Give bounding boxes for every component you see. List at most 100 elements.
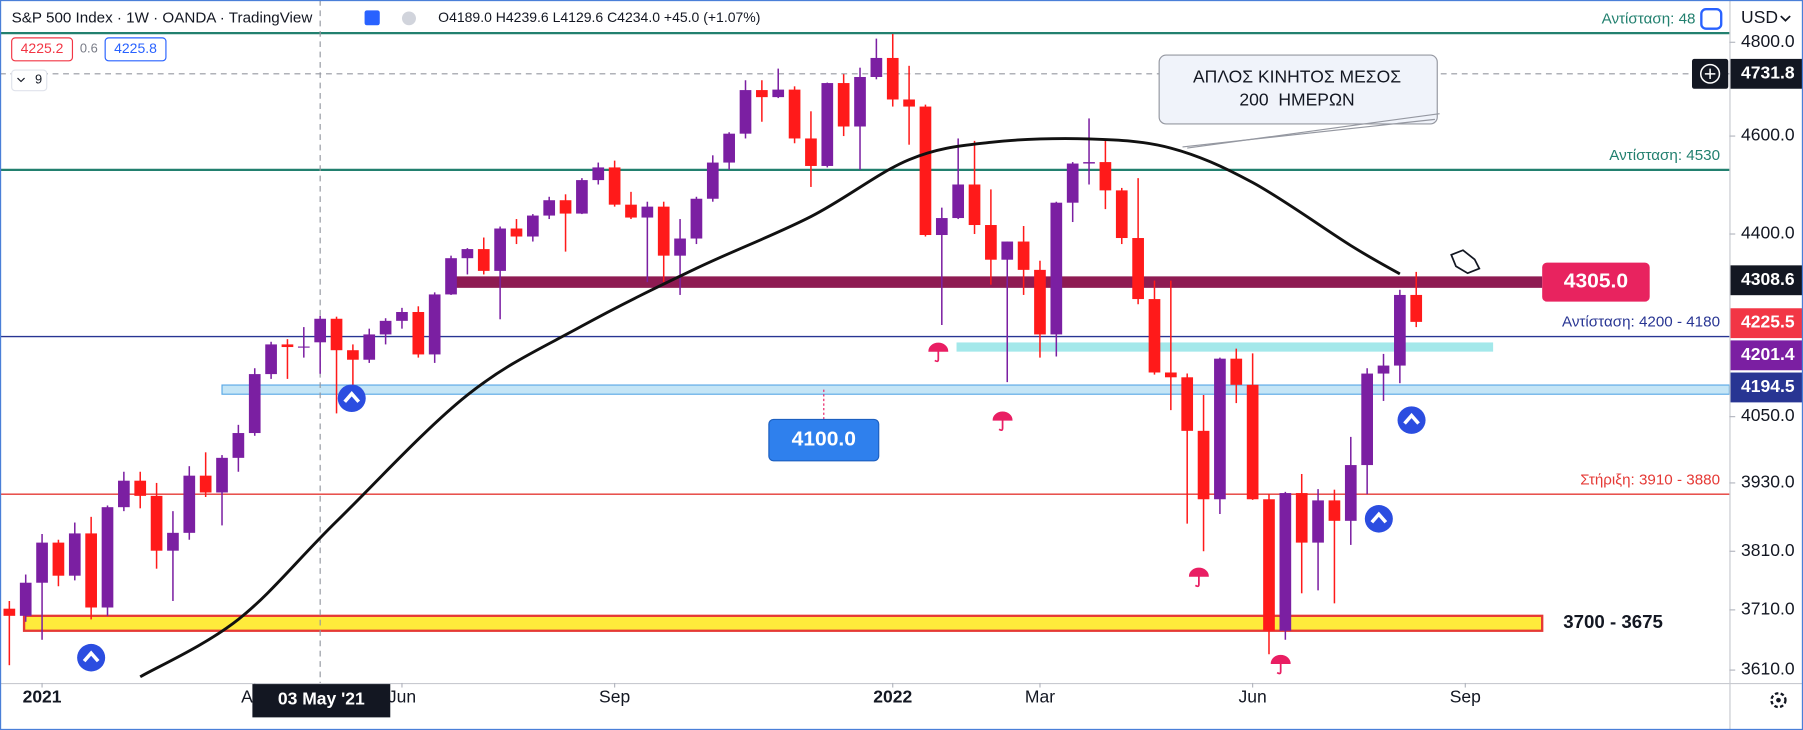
y-tick-label: 4050.0: [1741, 405, 1795, 425]
candle-body: [1394, 294, 1406, 366]
x-tick-label: Sep: [1450, 687, 1481, 707]
crosshair-time-box: [252, 684, 391, 718]
candle-body: [690, 198, 703, 239]
candle-body: [1001, 241, 1014, 260]
candle-body: [461, 249, 474, 259]
umbrella-icon: [928, 342, 949, 363]
candle-body: [494, 228, 506, 271]
eye-icon: [401, 11, 416, 26]
drawings-layer: [0, 0, 1730, 683]
add-icon: [1704, 68, 1716, 79]
callout-pointer: [1182, 118, 1435, 148]
candle-body: [772, 89, 785, 98]
axes-layer: 4800.0 4600.0 4400.0 4050.0 3930.0 3810.0 3710…: [23, 31, 1803, 718]
candle-body: [1181, 377, 1194, 431]
candle-body: [592, 167, 605, 181]
chevron-icon: [17, 77, 25, 83]
candle-body: [739, 90, 752, 134]
x-tick-label: Jun: [388, 687, 416, 707]
arrow-up-icon: [337, 384, 366, 413]
candle-body: [756, 90, 768, 98]
price-badge-label: 4201.4: [1741, 344, 1795, 364]
candle-body: [674, 238, 686, 256]
candle-body: [1263, 499, 1275, 631]
candle-body: [68, 533, 81, 576]
candle-body: [150, 495, 163, 551]
support-band: [22, 614, 1544, 632]
candle-body: [85, 533, 97, 608]
candle-body: [1050, 202, 1063, 335]
crosshair-time-label: 03 May '21: [278, 689, 365, 709]
candle-body: [1164, 372, 1177, 378]
currency[interactable]: USD: [1741, 7, 1778, 27]
candle-body: [1230, 358, 1243, 385]
y-tick-label: 3810.0: [1741, 540, 1795, 560]
sell-box[interactable]: [11, 37, 74, 62]
umbrella-icon: [1270, 654, 1291, 675]
candle-body: [870, 57, 883, 77]
candle-body: [657, 206, 670, 256]
candle-body: [477, 249, 490, 271]
candle-body: [821, 83, 834, 166]
candle-body: [985, 225, 997, 260]
price-badge: [1730, 308, 1803, 339]
y-tick-label: 3930.0: [1741, 472, 1795, 492]
buy-box[interactable]: [104, 37, 167, 62]
callout-pointer: [1187, 113, 1440, 149]
candle-body: [788, 89, 801, 139]
y-tick-label: 4600.0: [1741, 125, 1795, 145]
indicators-count: 9: [35, 72, 42, 87]
candle-body: [935, 218, 948, 236]
candle-body: [1361, 373, 1373, 466]
candle-body: [101, 507, 114, 608]
price-badge: [1730, 340, 1803, 371]
candle-body: [854, 76, 866, 127]
candle-body: [706, 162, 719, 199]
overlay-layer: ΑΠΛΟΣ ΚΙΝΗΤΟΣ ΜΕΣΟΣ 200 ΗΜΕΡΩΝ Αντίσταση…: [77, 10, 1720, 675]
arrow-up-icon: [1397, 406, 1426, 434]
candle-body: [1328, 500, 1341, 521]
umbrella-icon: [1188, 567, 1209, 588]
zone-badge: [768, 418, 880, 462]
level-label: Αντίσταση: 4530: [1609, 147, 1720, 164]
candle-body: [3, 608, 16, 616]
candle-body: [396, 312, 408, 321]
alert-icon[interactable]: [1700, 8, 1723, 30]
candle-body: [330, 318, 343, 351]
candle-body: [1214, 358, 1226, 500]
indicators-toggle[interactable]: [11, 69, 48, 92]
zone: [449, 276, 1543, 288]
candle-body: [559, 200, 572, 214]
price-badge: [1730, 372, 1803, 403]
price-badge: [1730, 265, 1803, 296]
candle-body: [1295, 493, 1308, 543]
candle-body: [52, 542, 65, 576]
candle-body: [216, 457, 228, 493]
candle-body: [118, 480, 130, 508]
crosshair-price-label: 4731.8: [1741, 63, 1795, 83]
candle-body: [1279, 493, 1292, 631]
candle-body: [1017, 241, 1030, 270]
symbol-title: S&P 500 Index · 1W · OANDA · TradingView: [12, 9, 313, 26]
candle-body: [134, 480, 147, 496]
candle-body: [608, 167, 621, 205]
candles-layer: [3, 34, 1423, 679]
candle-body: [919, 106, 932, 236]
candle-body: [625, 204, 637, 218]
candle-body: [363, 334, 376, 360]
candle-body: [232, 433, 245, 458]
band-label: 3700 - 3675: [1563, 611, 1663, 632]
zone-badge-label: 4305.0: [1564, 270, 1628, 293]
candle-body: [837, 83, 850, 127]
x-tick-label: 2021: [23, 687, 62, 707]
candle-body: [314, 318, 327, 343]
y-tick-label: 4800.0: [1741, 31, 1795, 51]
crosshair-price-box: [1730, 58, 1803, 89]
settings-icon[interactable]: [1770, 692, 1787, 709]
flag-icon: [364, 10, 380, 26]
candle-body: [1312, 500, 1324, 543]
candle-body: [952, 184, 965, 219]
y-tick-label: 3610.0: [1741, 659, 1795, 679]
candle-body: [723, 133, 735, 163]
